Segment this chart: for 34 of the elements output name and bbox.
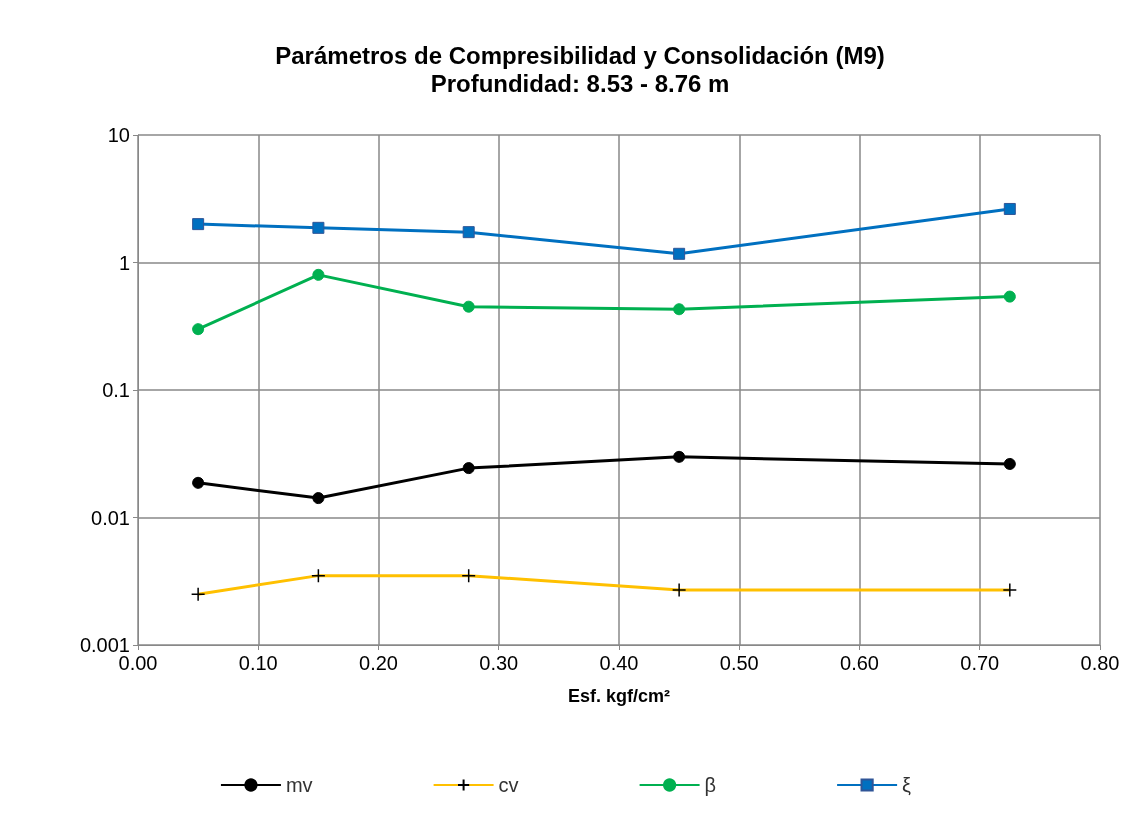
y-tick-label: 0.1 [102,379,130,401]
point [673,247,686,260]
legend-label: ξ [902,774,912,796]
point [312,221,325,234]
x-tick-label: 0.10 [238,652,278,674]
legend-label: cv [498,774,519,796]
legend-label: mv [285,774,313,796]
point [1003,457,1016,470]
point [192,218,205,231]
chart-subtitle: Profundidad: 8.53 - 8.76 m [430,69,730,97]
point [312,268,325,281]
point [1003,290,1016,303]
point [673,450,686,463]
x-tick-label: 0.70 [960,652,1000,674]
point [462,462,475,475]
point [673,303,686,316]
point [312,492,325,505]
x-tick-label: 0.20 [359,652,398,674]
point [192,323,205,336]
y-tick-label: 1 [118,251,130,274]
x-tick-label: 0.60 [840,652,879,674]
point [462,300,475,313]
legend-label: β [704,774,717,796]
x-axis-title: Esf. kgf/cm² [567,686,671,706]
point [462,226,475,239]
x-tick-label: 0.30 [479,652,519,674]
x-tick-label: 0.80 [1080,652,1120,674]
chart-title: Parámetros de Compresibilidad y Consolidación (M9) [275,41,885,69]
x-tick-label: 0.40 [599,652,639,674]
y-tick-label: 10 [107,124,130,146]
x-tick-label: 0.50 [719,652,759,674]
point [1003,202,1016,215]
y-tick-label: 0.01 [91,506,130,529]
point [192,476,205,489]
